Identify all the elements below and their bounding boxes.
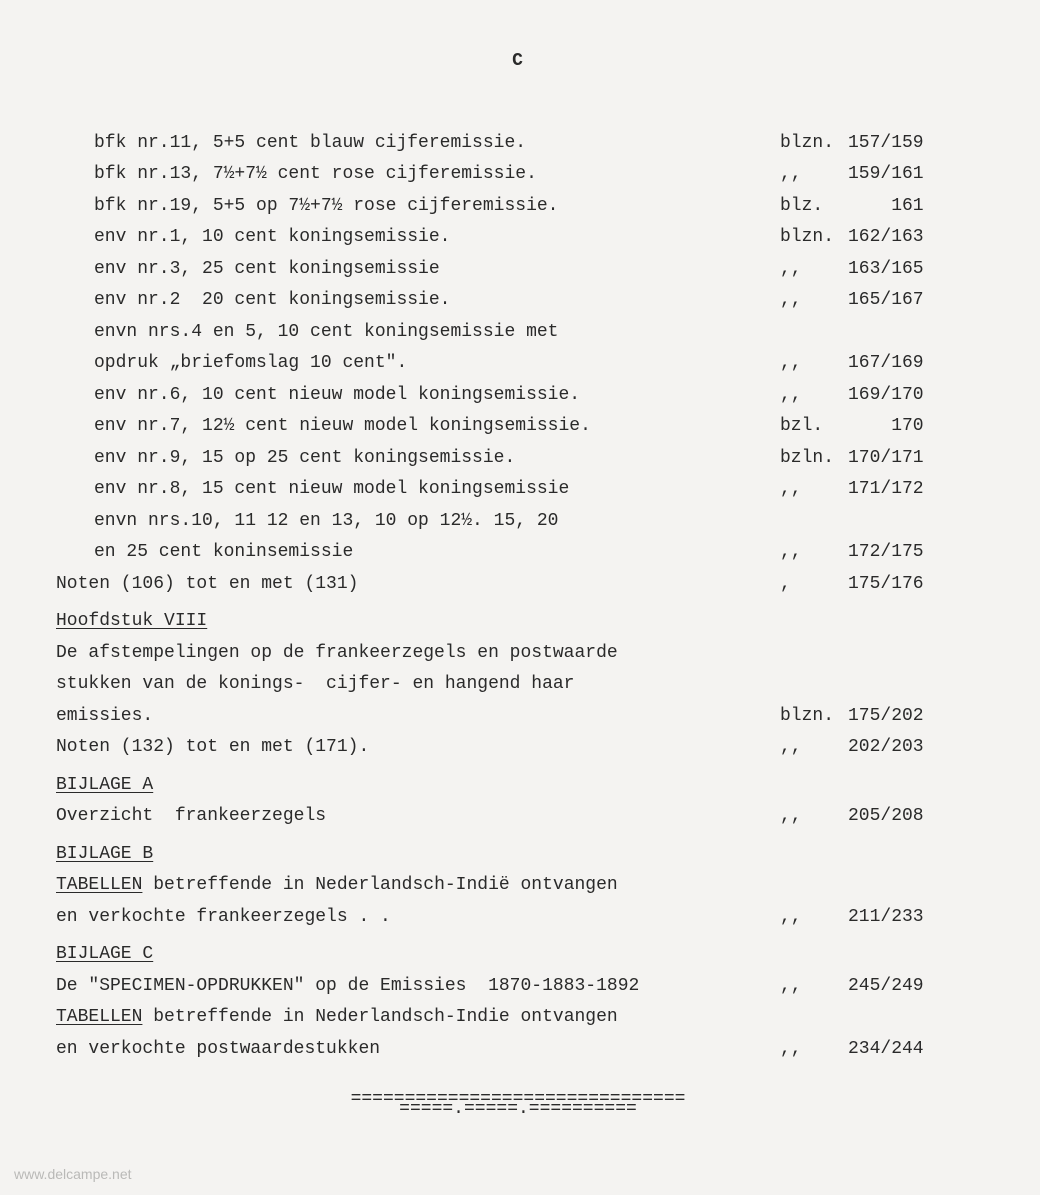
entry-row: env nr.6, 10 cent nieuw model koningsemi… — [56, 380, 980, 412]
entry-row: bfk nr.11, 5+5 cent blauw cijferemissie.… — [56, 128, 980, 160]
entry-pages: ,175/176 — [780, 569, 980, 601]
entry-pages: ,,167/169 — [780, 348, 980, 380]
entry-pages: ,,245/249 — [780, 971, 980, 1003]
entry-row: De afstempelingen op de frankeerzegels e… — [56, 638, 980, 733]
entry-pages: blz. 161 — [780, 191, 980, 223]
section-title: BIJLAGE C — [56, 939, 980, 971]
entry-description: envn nrs.10, 11 12 en 13, 10 op 12½. 15,… — [94, 506, 780, 569]
entry-description: bfk nr.13, 7½+7½ cent rose cijferemissie… — [94, 159, 780, 191]
entry-row: bfk nr.13, 7½+7½ cent rose cijferemissie… — [56, 159, 980, 191]
entry-row: TABELLEN betreffende in Nederlandsch-Ind… — [56, 1002, 980, 1065]
entry-description: env nr.9, 15 op 25 cent koningsemissie. — [94, 443, 780, 475]
entry-description: env nr.1, 10 cent koningsemissie. — [94, 222, 780, 254]
section-title: Hoofdstuk VIII — [56, 606, 980, 638]
entry-pages: ,,171/172 — [780, 474, 980, 506]
entry-row: envn nrs.4 en 5, 10 cent koningsemissie … — [56, 317, 980, 380]
entry-row: Noten (132) tot en met (171).,,202/203 — [56, 732, 980, 764]
entry-description: TABELLEN betreffende in Nederlandsch-Ind… — [56, 1002, 780, 1065]
entry-pages: blzn.175/202 — [780, 701, 980, 733]
document-page: C bfk nr.11, 5+5 cent blauw cijferemissi… — [0, 0, 1040, 1195]
entry-pages: ,,234/244 — [780, 1034, 980, 1066]
entry-row: env nr.3, 25 cent koningsemissie,,163/16… — [56, 254, 980, 286]
entry-description: Noten (106) tot en met (131) — [56, 569, 780, 601]
divider-ornament: =============================== =====.==… — [56, 1095, 980, 1115]
sections-list: Hoofdstuk VIIIDe afstempelingen op de fr… — [56, 606, 980, 1065]
entry-pages: bzl. 170 — [780, 411, 980, 443]
entry-pages: blzn.162/163 — [780, 222, 980, 254]
entry-pages: ,,205/208 — [780, 801, 980, 833]
entry-row: Noten (106) tot en met (131),175/176 — [56, 569, 980, 601]
entry-pages: ,,202/203 — [780, 732, 980, 764]
entry-pages: ,,159/161 — [780, 159, 980, 191]
page-letter: C — [56, 46, 980, 78]
entry-row: De "SPECIMEN-OPDRUKKEN" op de Emissies 1… — [56, 971, 980, 1003]
section-title: BIJLAGE B — [56, 839, 980, 871]
entry-description: env nr.2 20 cent koningsemissie. — [94, 285, 780, 317]
entry-description: Noten (132) tot en met (171). — [56, 732, 780, 764]
entry-pages: blzn.157/159 — [780, 128, 980, 160]
entry-description: env nr.8, 15 cent nieuw model koningsemi… — [94, 474, 780, 506]
entry-pages: ,,163/165 — [780, 254, 980, 286]
entry-row: env nr.7, 12½ cent nieuw model koningsem… — [56, 411, 980, 443]
entry-description: De afstempelingen op de frankeerzegels e… — [56, 638, 780, 733]
entry-pages: ,,165/167 — [780, 285, 980, 317]
entry-row: env nr.1, 10 cent koningsemissie.blzn.16… — [56, 222, 980, 254]
entry-row: envn nrs.10, 11 12 en 13, 10 op 12½. 15,… — [56, 506, 980, 569]
entry-row: env nr.9, 15 op 25 cent koningsemissie.b… — [56, 443, 980, 475]
entry-description: De "SPECIMEN-OPDRUKKEN" op de Emissies 1… — [56, 971, 780, 1003]
entry-description: bfk nr.11, 5+5 cent blauw cijferemissie. — [94, 128, 780, 160]
entry-description: Overzicht frankeerzegels — [56, 801, 780, 833]
section-title: BIJLAGE A — [56, 770, 980, 802]
entries-list: bfk nr.11, 5+5 cent blauw cijferemissie.… — [56, 128, 980, 601]
entry-row: env nr.2 20 cent koningsemissie.,,165/16… — [56, 285, 980, 317]
entry-pages: ,,169/170 — [780, 380, 980, 412]
entry-description: envn nrs.4 en 5, 10 cent koningsemissie … — [94, 317, 780, 380]
entry-row: env nr.8, 15 cent nieuw model koningsemi… — [56, 474, 980, 506]
entry-description: env nr.7, 12½ cent nieuw model koningsem… — [94, 411, 780, 443]
entry-description: TABELLEN betreffende in Nederlandsch-Ind… — [56, 870, 780, 933]
entry-description: bfk nr.19, 5+5 op 7½+7½ rose cijferemiss… — [94, 191, 780, 223]
entry-description: env nr.6, 10 cent nieuw model koningsemi… — [94, 380, 780, 412]
entry-row: Overzicht frankeerzegels,,205/208 — [56, 801, 980, 833]
entry-pages: ,,172/175 — [780, 537, 980, 569]
entry-pages: ,,211/233 — [780, 902, 980, 934]
divider-line-2: =====.=====.========== — [56, 1105, 980, 1115]
entry-description: env nr.3, 25 cent koningsemissie — [94, 254, 780, 286]
entry-row: TABELLEN betreffende in Nederlandsch-Ind… — [56, 870, 980, 933]
entry-pages: bzln.170/171 — [780, 443, 980, 475]
watermark: www.delcampe.net — [14, 1162, 132, 1187]
entry-row: bfk nr.19, 5+5 op 7½+7½ rose cijferemiss… — [56, 191, 980, 223]
